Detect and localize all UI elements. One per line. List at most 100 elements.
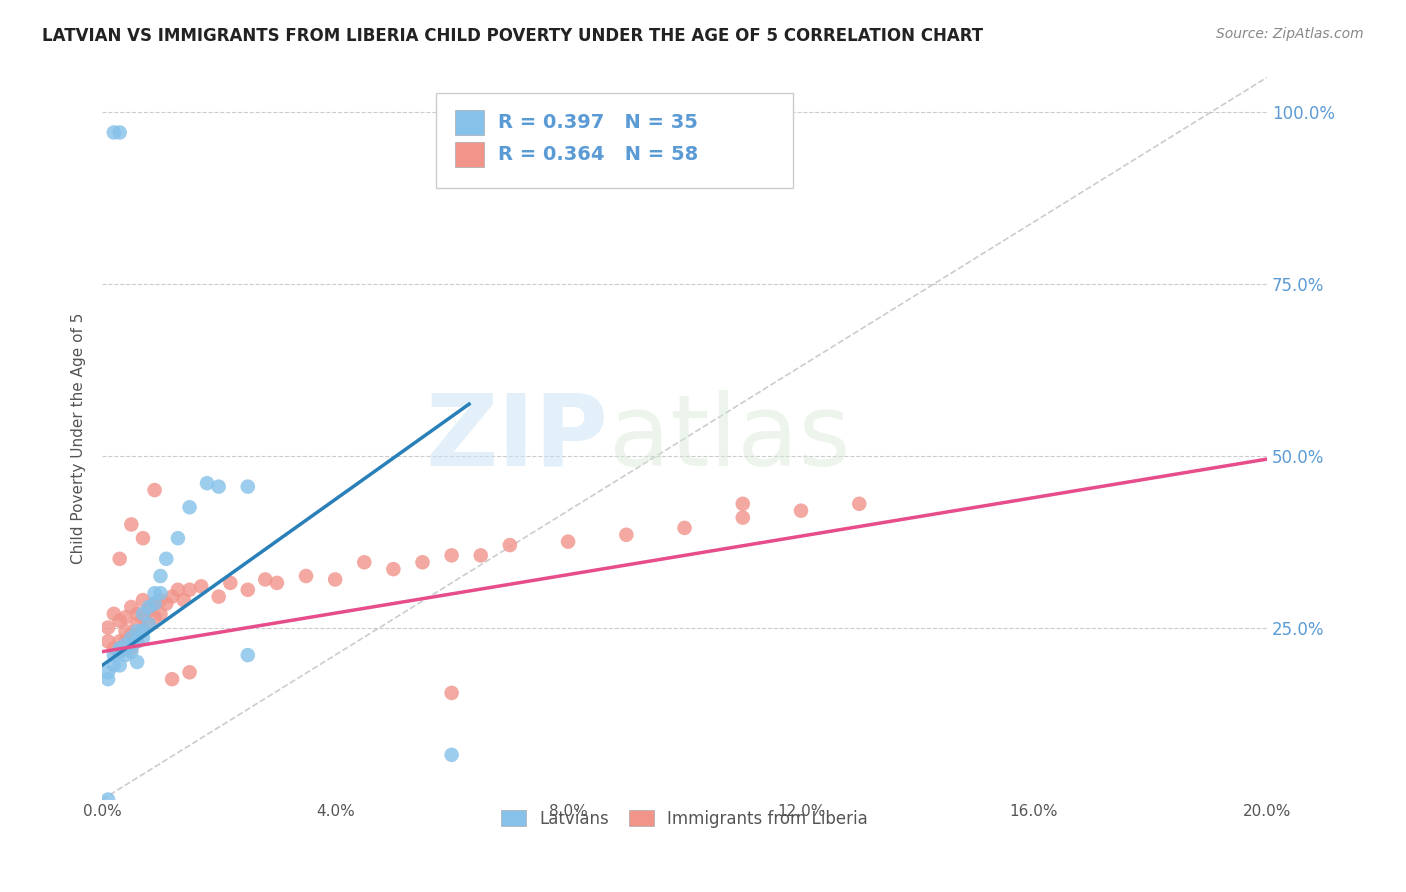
Point [155, 597, 177, 611]
Text: LATVIAN VS IMMIGRANTS FROM LIBERIA CHILD POVERTY UNDER THE AGE OF 5 CORRELATION : LATVIAN VS IMMIGRANTS FROM LIBERIA CHILD… [42, 27, 983, 45]
Point [138, 617, 160, 632]
Point [114, 648, 136, 662]
Point [114, 638, 136, 652]
Point [353, 555, 375, 569]
Point [97, 792, 120, 806]
Point [127, 607, 149, 621]
Point [132, 631, 155, 645]
Point [143, 483, 166, 497]
Point [108, 645, 131, 659]
Point [149, 569, 172, 583]
Point [97, 621, 120, 635]
Point [120, 631, 142, 645]
Point [108, 641, 131, 656]
Point [790, 504, 813, 518]
Point [167, 531, 190, 545]
Point [179, 582, 201, 597]
Point [108, 614, 131, 628]
Point [127, 634, 149, 648]
Point [103, 658, 125, 673]
Point [440, 747, 463, 762]
Point [731, 510, 754, 524]
Point [114, 634, 136, 648]
Point [132, 593, 155, 607]
Point [160, 672, 183, 686]
Text: atlas: atlas [609, 390, 851, 487]
Point [155, 551, 177, 566]
Point [254, 573, 277, 587]
Point [236, 480, 259, 494]
Point [236, 582, 259, 597]
FancyBboxPatch shape [456, 110, 484, 135]
Point [149, 607, 172, 621]
Point [143, 597, 166, 611]
Point [127, 634, 149, 648]
Point [120, 641, 142, 656]
Point [127, 624, 149, 638]
Point [138, 603, 160, 617]
Point [108, 645, 131, 659]
Point [132, 531, 155, 545]
Point [179, 665, 201, 680]
Point [103, 125, 125, 139]
FancyBboxPatch shape [456, 142, 484, 168]
Point [132, 624, 155, 638]
Point [108, 125, 131, 139]
Point [120, 599, 142, 614]
Point [499, 538, 522, 552]
Point [557, 534, 579, 549]
Point [132, 610, 155, 624]
Point [114, 624, 136, 638]
Point [132, 624, 155, 638]
FancyBboxPatch shape [436, 94, 793, 188]
Point [208, 590, 231, 604]
Point [673, 521, 696, 535]
Point [470, 549, 492, 563]
Point [219, 575, 242, 590]
Point [179, 500, 201, 515]
Point [120, 517, 142, 532]
Point [190, 579, 212, 593]
Point [108, 658, 131, 673]
Point [848, 497, 870, 511]
Point [323, 573, 346, 587]
Point [120, 627, 142, 641]
Legend: Latvians, Immigrants from Liberia: Latvians, Immigrants from Liberia [495, 803, 875, 835]
Text: ZIP: ZIP [426, 390, 609, 487]
Point [103, 607, 125, 621]
Point [97, 672, 120, 686]
Point [167, 582, 190, 597]
Point [614, 528, 637, 542]
Y-axis label: Child Poverty Under the Age of 5: Child Poverty Under the Age of 5 [72, 313, 86, 564]
Point [440, 686, 463, 700]
Point [103, 648, 125, 662]
Point [731, 497, 754, 511]
Point [236, 648, 259, 662]
Point [120, 645, 142, 659]
Point [108, 551, 131, 566]
Point [149, 593, 172, 607]
Point [108, 634, 131, 648]
Point [120, 638, 142, 652]
Point [143, 597, 166, 611]
Point [138, 617, 160, 632]
Point [127, 655, 149, 669]
Point [173, 593, 195, 607]
Point [143, 610, 166, 624]
Point [143, 586, 166, 600]
Text: R = 0.364   N = 58: R = 0.364 N = 58 [498, 145, 699, 164]
Point [295, 569, 318, 583]
Point [132, 607, 155, 621]
Point [160, 590, 183, 604]
Point [440, 549, 463, 563]
Point [195, 476, 218, 491]
Point [266, 575, 288, 590]
Point [149, 586, 172, 600]
Point [103, 641, 125, 656]
Point [382, 562, 405, 576]
Text: R = 0.397   N = 35: R = 0.397 N = 35 [498, 112, 699, 132]
Text: Source: ZipAtlas.com: Source: ZipAtlas.com [1216, 27, 1364, 41]
Point [97, 665, 120, 680]
Point [208, 480, 231, 494]
Point [114, 610, 136, 624]
